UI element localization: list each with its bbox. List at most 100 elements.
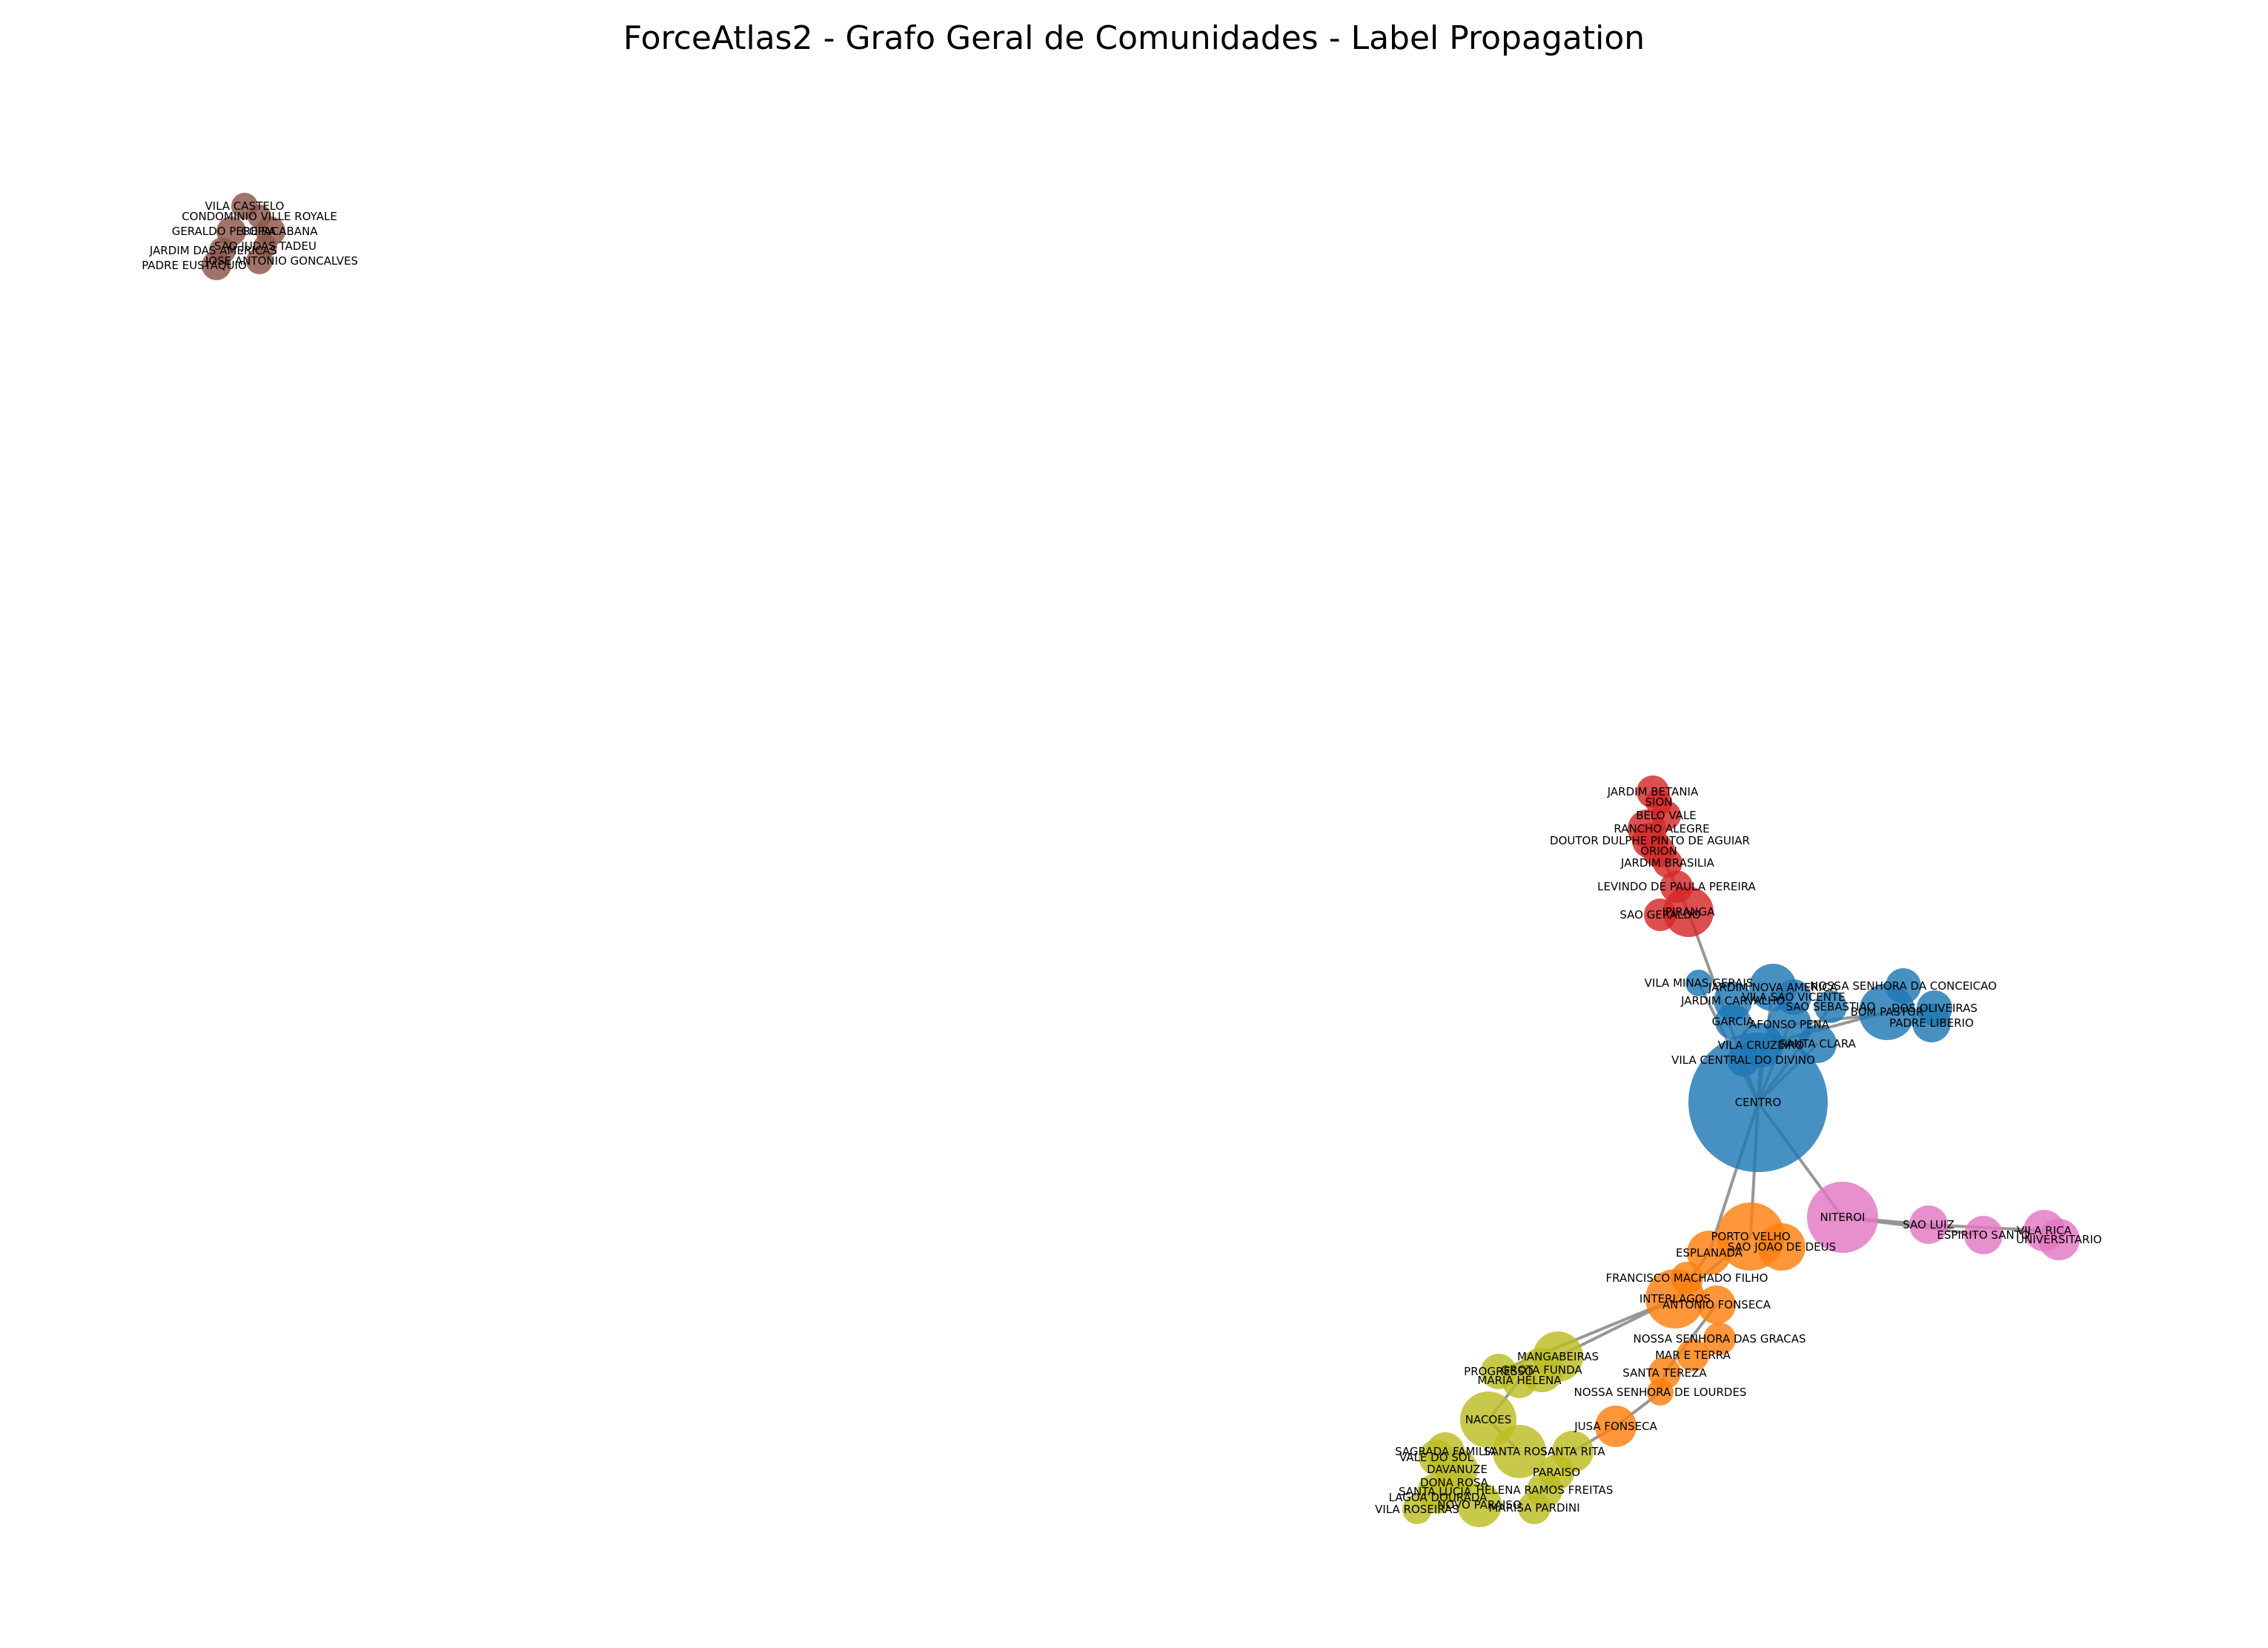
node-label-santa-clara: SANTA CLARA xyxy=(1779,1037,1857,1050)
node-label-sion: SION xyxy=(1645,795,1673,809)
node-vila-minas-gerais xyxy=(1685,970,1712,996)
node-vila-roseiras xyxy=(1402,1495,1432,1524)
node-francisco-machado xyxy=(1671,1262,1703,1294)
node-label-novo-paraiso: NOVO PARAISO xyxy=(1437,1498,1522,1512)
node-label-santa-rosa: SANTA ROSA xyxy=(1484,1445,1556,1458)
node-label-doutor-dulphe: DOUTOR DULPHE PINTO DE AGUIAR xyxy=(1550,834,1750,847)
node-centro xyxy=(1688,1033,1828,1172)
graph-title: ForceAtlas2 - Grafo Geral de Comunidades… xyxy=(623,19,1645,57)
node-label-santa-lucia: SANTA LUCIA xyxy=(1399,1485,1472,1498)
node-label-ipiranga: IPIRANGA xyxy=(1662,905,1715,919)
node-label-nossa-senhora-lourdes: NOSSA SENHORA DE LOURDES xyxy=(1574,1386,1747,1399)
node-label-levindo: LEVINDO DE PAULA PEREIRA xyxy=(1597,880,1756,893)
node-label-belo-vale: BELO VALE xyxy=(1636,809,1697,822)
node-label-dos-oliveiras: DOS OLIVEIRAS xyxy=(1891,1002,1977,1015)
node-label-nossa-senhora-conceicao: NOSSA SENHORA DA CONCEICAO xyxy=(1810,979,1997,993)
node-label-garcia: GARCIA xyxy=(1712,1015,1754,1028)
node-label-jardim-nova-america: JARDIM NOVA AMERICA xyxy=(1708,981,1838,994)
node-label-lagoa-dourada: LAGOA DOURADA xyxy=(1389,1491,1488,1504)
node-nossa-senhora-lourdes xyxy=(1647,1379,1674,1406)
node-label-vila-minas-gerais: VILA MINAS GERAIS xyxy=(1645,976,1754,990)
node-label-mangabeiras: MANGABEIRAS xyxy=(1517,1350,1599,1363)
node-marisa-pardini xyxy=(1518,1492,1551,1524)
node-mar-e-terra xyxy=(1677,1339,1709,1371)
node-label-padre-eustaquio: PADRE EUSTAQUIO xyxy=(142,259,247,272)
node-label-dona-rosa: DONA ROSA xyxy=(1420,1476,1489,1489)
node-label-jose-antonio-goncalves: JOSE ANTONIO GONCALVES xyxy=(205,254,358,268)
nodes-layer xyxy=(202,193,2080,1527)
node-label-vila-castelo: VILA CASTELO xyxy=(205,199,285,213)
node-label-orion: ORION xyxy=(1640,844,1677,858)
node-garcia xyxy=(1715,1004,1751,1039)
node-label-geraldo-pereira: GERALDO PEREIRA xyxy=(172,225,276,238)
node-label-interlagos: INTERLAGOS xyxy=(1639,1292,1711,1306)
node-sao-judas-tadeu xyxy=(253,234,277,258)
node-label-sao-luiz: SAO LUIZ xyxy=(1903,1218,1954,1231)
node-vila-central-divino xyxy=(1727,1044,1760,1076)
node-label-jardim-carvalho: JARDIM CARVALHO xyxy=(1680,994,1785,1007)
node-label-cidade-jardim-b: COPACABANA xyxy=(241,225,318,238)
node-label-vale-do-sol: VALE DO SOL xyxy=(1399,1451,1474,1464)
node-label-mar-e-terra: MAR E TERRA xyxy=(1655,1348,1731,1362)
node-label-vila-central-divino: VILA CENTRAL DO DIVINO xyxy=(1671,1053,1815,1067)
node-label-davanuze: DAVANUZE xyxy=(1427,1463,1488,1476)
node-label-antonio-fonseca: ANTONIO FONSECA xyxy=(1662,1298,1771,1311)
node-label-sao-geraldo: SAO GERALDO xyxy=(1619,908,1700,921)
node-espirito-santo xyxy=(1964,1216,2003,1254)
node-label-niteroi: NITEROI xyxy=(1820,1211,1866,1224)
node-label-padre-liberio: PADRE LIBERIO xyxy=(1889,1016,1974,1030)
node-label-afonso-pena: AFONSO PENA xyxy=(1749,1018,1830,1031)
node-label-nossa-senhora-gracas: NOSSA SENHORA DAS GRACAS xyxy=(1633,1332,1806,1346)
node-label-rancho-alegre: RANCHO ALEGRE xyxy=(1614,822,1709,835)
node-label-progresso: PROGRESSO xyxy=(1464,1365,1533,1378)
node-label-espirito-santo: ESPIRITO SANTO xyxy=(1937,1228,2029,1242)
node-sao-sebastiao xyxy=(1814,990,1847,1023)
node-dos-oliveiras xyxy=(1917,990,1952,1026)
node-label-centro: CENTRO xyxy=(1735,1096,1782,1109)
node-label-paraiso: PARAISO xyxy=(1533,1466,1580,1479)
node-sao-joao-de-deus xyxy=(1758,1223,1806,1271)
node-label-jardim-betania: JARDIM BETANIA xyxy=(1607,785,1699,798)
node-label-condominio-ville-royale: CONDOMINIO VILLE ROYALE xyxy=(182,210,337,223)
node-nossa-senhora-gracas xyxy=(1703,1323,1736,1355)
node-levindo xyxy=(1660,870,1693,903)
node-maria-helena xyxy=(1502,1363,1537,1398)
node-label-grota-funda: GROTA FUNDA xyxy=(1501,1363,1582,1377)
node-label-marisa-pardini: MARISA PARDINI xyxy=(1488,1501,1579,1515)
node-nossa-senhora-conceicao xyxy=(1886,968,1921,1004)
node-label-santa-rita: SANTA RITA xyxy=(1540,1445,1605,1458)
node-jardim-brasilia xyxy=(1653,848,1682,878)
node-label-helena-ramos-freitas: HELENA RAMOS FREITAS xyxy=(1476,1483,1614,1497)
node-label-esplanada: ESPLANADA xyxy=(1676,1246,1743,1260)
node-sao-luiz xyxy=(1909,1205,1948,1244)
node-label-vila-rica: VILA RICA xyxy=(2017,1224,2072,1237)
node-label-sagrada-familia: SAGRADA FAMILIA xyxy=(1395,1445,1496,1458)
node-vale-do-sol xyxy=(1419,1440,1454,1475)
node-label-universitario: UNIVERSITARIO xyxy=(2016,1233,2102,1246)
node-sao-geraldo xyxy=(1644,899,1677,931)
node-label-vila-sao-vicente: VILA SAO VICENTE xyxy=(1742,990,1845,1004)
node-label-sao-joao-de-deus: SAO JOAO DE DEUS xyxy=(1728,1240,1836,1254)
node-label-jardim-das-americas: JARDIM DAS AMERICAS xyxy=(149,244,277,257)
node-label-vila-cruzeiro: VILA CRUZEIRO xyxy=(1718,1039,1804,1052)
node-santa-clara xyxy=(1798,1025,1837,1063)
node-antonio-fonseca xyxy=(1697,1285,1736,1324)
node-jusa-fonseca xyxy=(1595,1406,1637,1447)
node-label-vila-roseiras: VILA ROSEIRAS xyxy=(1375,1503,1459,1516)
node-label-francisco-machado: FRANCISCO MACHADO FILHO xyxy=(1606,1271,1768,1285)
node-santa-rosa xyxy=(1493,1425,1546,1478)
node-label-santa-tereza: SANTA TEREZA xyxy=(1622,1366,1707,1380)
node-label-maria-helena: MARIA HELENA xyxy=(1477,1374,1562,1387)
node-universitario xyxy=(2038,1219,2080,1260)
node-sion xyxy=(1645,789,1672,815)
node-label-sao-judas-tadeu: SAO JUDAS TADEU xyxy=(214,239,316,253)
node-niteroi xyxy=(1807,1182,1878,1253)
node-jardim-das-americas xyxy=(209,237,236,264)
node-vila-sao-vicente xyxy=(1776,979,1811,1015)
node-label-sao-sebastiao: SAO SEBASTIAO xyxy=(1786,1000,1876,1013)
node-label-bom-pastor: BOM PASTOR xyxy=(1851,1005,1924,1019)
node-condominio-ville-royale xyxy=(248,205,271,228)
node-label-porto-velho: PORTO VELHO xyxy=(1711,1230,1790,1243)
